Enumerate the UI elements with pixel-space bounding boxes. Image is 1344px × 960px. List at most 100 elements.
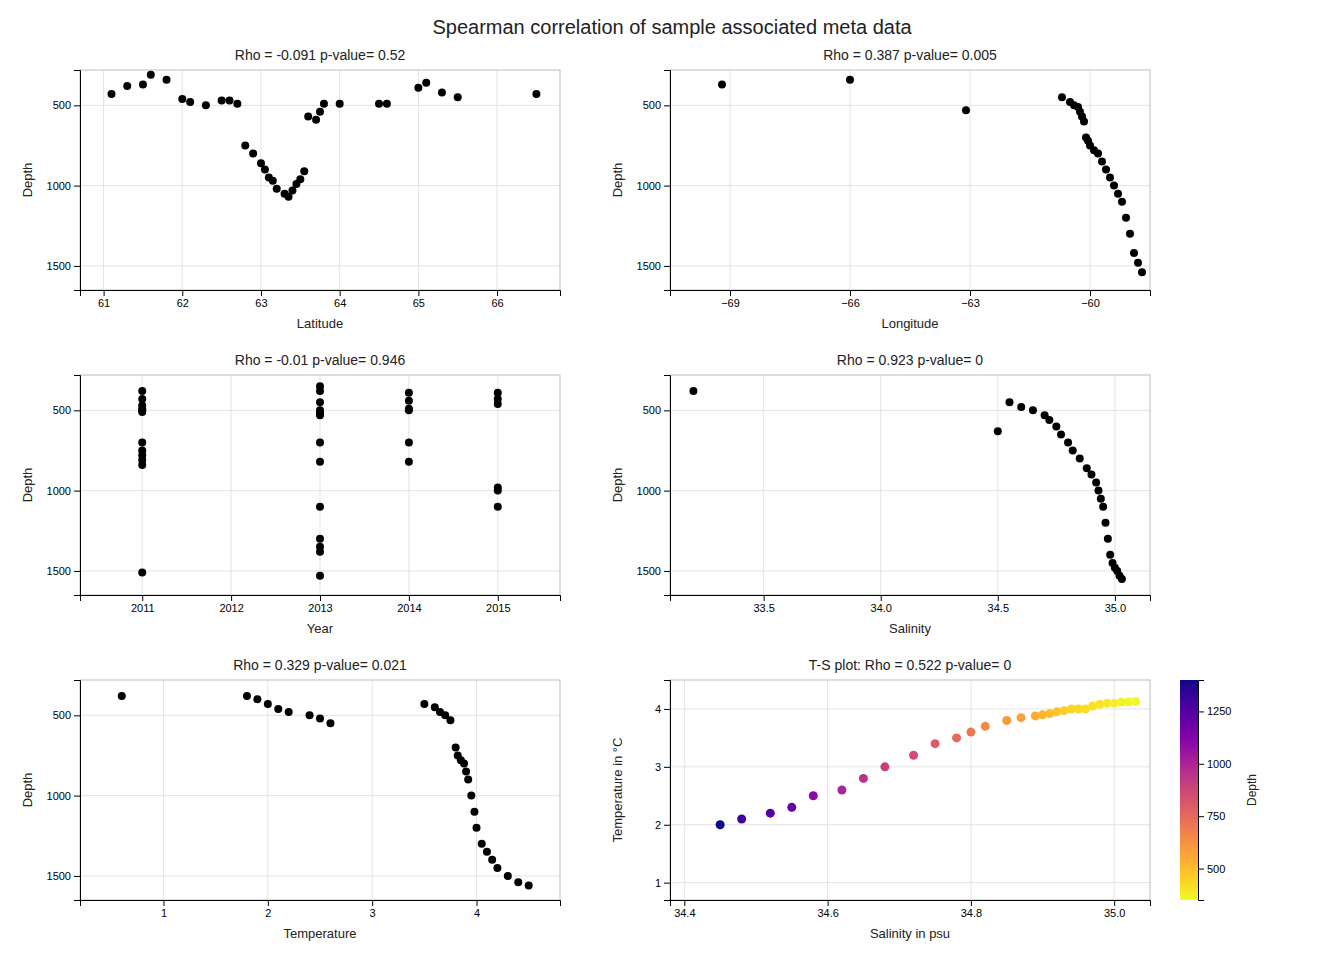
point <box>138 569 146 577</box>
y-axis: 50010001500 <box>47 71 81 291</box>
point <box>316 548 324 556</box>
points <box>118 692 533 889</box>
grid <box>80 375 560 595</box>
y-axis-title: Temperature in °C <box>610 738 625 843</box>
point <box>186 98 194 106</box>
point <box>464 776 472 784</box>
y-tick-mark <box>74 796 80 797</box>
point <box>1098 158 1106 166</box>
x-tick-label: 3 <box>370 907 376 919</box>
y-tick-label: 2 <box>655 819 661 831</box>
point <box>494 487 502 495</box>
x-axis-title: Salinity <box>889 621 931 636</box>
colorbar-tick: 1250 <box>1198 705 1231 717</box>
point <box>931 739 940 748</box>
grid <box>670 680 1150 900</box>
point <box>316 387 324 395</box>
y-tick-label: 1500 <box>47 870 71 882</box>
grid-line-y <box>670 824 1150 825</box>
x-axis-title: Year <box>307 621 334 636</box>
point <box>837 786 846 795</box>
point <box>478 840 486 848</box>
point <box>261 166 269 174</box>
y-axis: 50010001500 <box>47 376 81 596</box>
y-tick-mark <box>74 186 80 187</box>
x-tick-label: 61 <box>98 297 110 309</box>
y-tick: 1500 <box>47 260 80 272</box>
x-tick: 63 <box>255 290 267 309</box>
plot-frame <box>670 680 1150 900</box>
point <box>336 100 344 108</box>
grid-line-y <box>80 795 560 796</box>
point <box>737 814 746 823</box>
point <box>462 768 470 776</box>
y-tick-mark <box>664 571 670 572</box>
grid-line-x <box>372 680 373 900</box>
x-axis-title: Salinity in psu <box>870 926 950 941</box>
point <box>1126 230 1134 238</box>
point <box>470 808 478 816</box>
y-tick: 1000 <box>47 790 80 802</box>
plot-frame <box>80 375 560 595</box>
x-tick-label: 65 <box>413 297 425 309</box>
chart-container: Spearman correlation of sample associate… <box>0 0 1344 960</box>
y-tick-mark <box>74 105 80 106</box>
point <box>422 79 430 87</box>
grid-line-x <box>497 70 498 290</box>
point <box>202 101 210 109</box>
x-tick: 66 <box>491 290 503 309</box>
point <box>383 100 391 108</box>
y-tick-mark <box>74 571 80 572</box>
point <box>243 692 251 700</box>
grid-line-y <box>670 570 1150 571</box>
point <box>320 100 328 108</box>
subplot-title: Rho = 0.923 p-value= 0 <box>837 352 984 368</box>
x-axis-line <box>671 291 1151 297</box>
plot-frame <box>670 70 1150 290</box>
subplot: 34.434.634.835.01234T-S plot: Rho = 0.52… <box>610 657 1259 941</box>
subplot: 33.534.034.535.050010001500Rho = 0.923 p… <box>610 352 1151 636</box>
x-axis: 20112012201320142015 <box>81 595 561 614</box>
point <box>316 458 324 466</box>
point <box>316 572 324 580</box>
x-tick: 3 <box>370 900 376 919</box>
y-tick: 1000 <box>47 180 80 192</box>
point <box>405 406 413 414</box>
x-axis-title: Longitude <box>881 316 938 331</box>
point <box>1134 259 1142 267</box>
point <box>1045 416 1053 424</box>
point <box>1131 697 1140 706</box>
point <box>1099 503 1107 511</box>
y-tick-label: 1 <box>655 877 661 889</box>
point <box>1080 117 1088 125</box>
grid-line-y <box>670 882 1150 883</box>
x-tick-label: 1 <box>161 907 167 919</box>
x-tick-label: 34.0 <box>871 602 892 614</box>
x-tick-mark <box>850 290 851 296</box>
grid-line-x <box>163 680 164 900</box>
point <box>1104 535 1112 543</box>
x-tick: −63 <box>961 290 980 309</box>
grid-line-x <box>827 680 828 900</box>
point <box>718 80 726 88</box>
grid-line-y <box>80 570 560 571</box>
x-axis-title: Temperature <box>284 926 357 941</box>
y-axis-line <box>664 71 671 291</box>
point <box>494 400 502 408</box>
x-tick: 2015 <box>486 595 510 614</box>
x-axis-line <box>671 596 1151 602</box>
x-axis-line <box>81 596 561 602</box>
point <box>1130 249 1138 257</box>
subplot: 2011201220132014201550010001500Rho = -0.… <box>20 352 561 636</box>
point <box>375 100 383 108</box>
point <box>326 719 334 727</box>
grid-line-x <box>476 680 477 900</box>
point <box>1102 519 1110 527</box>
point <box>123 82 131 90</box>
x-tick-mark <box>1115 595 1116 601</box>
x-tick-label: 4 <box>474 907 480 919</box>
x-tick-label: 2012 <box>219 602 243 614</box>
colorbar-bar <box>1180 680 1198 900</box>
x-tick: 65 <box>413 290 425 309</box>
point <box>139 80 147 88</box>
